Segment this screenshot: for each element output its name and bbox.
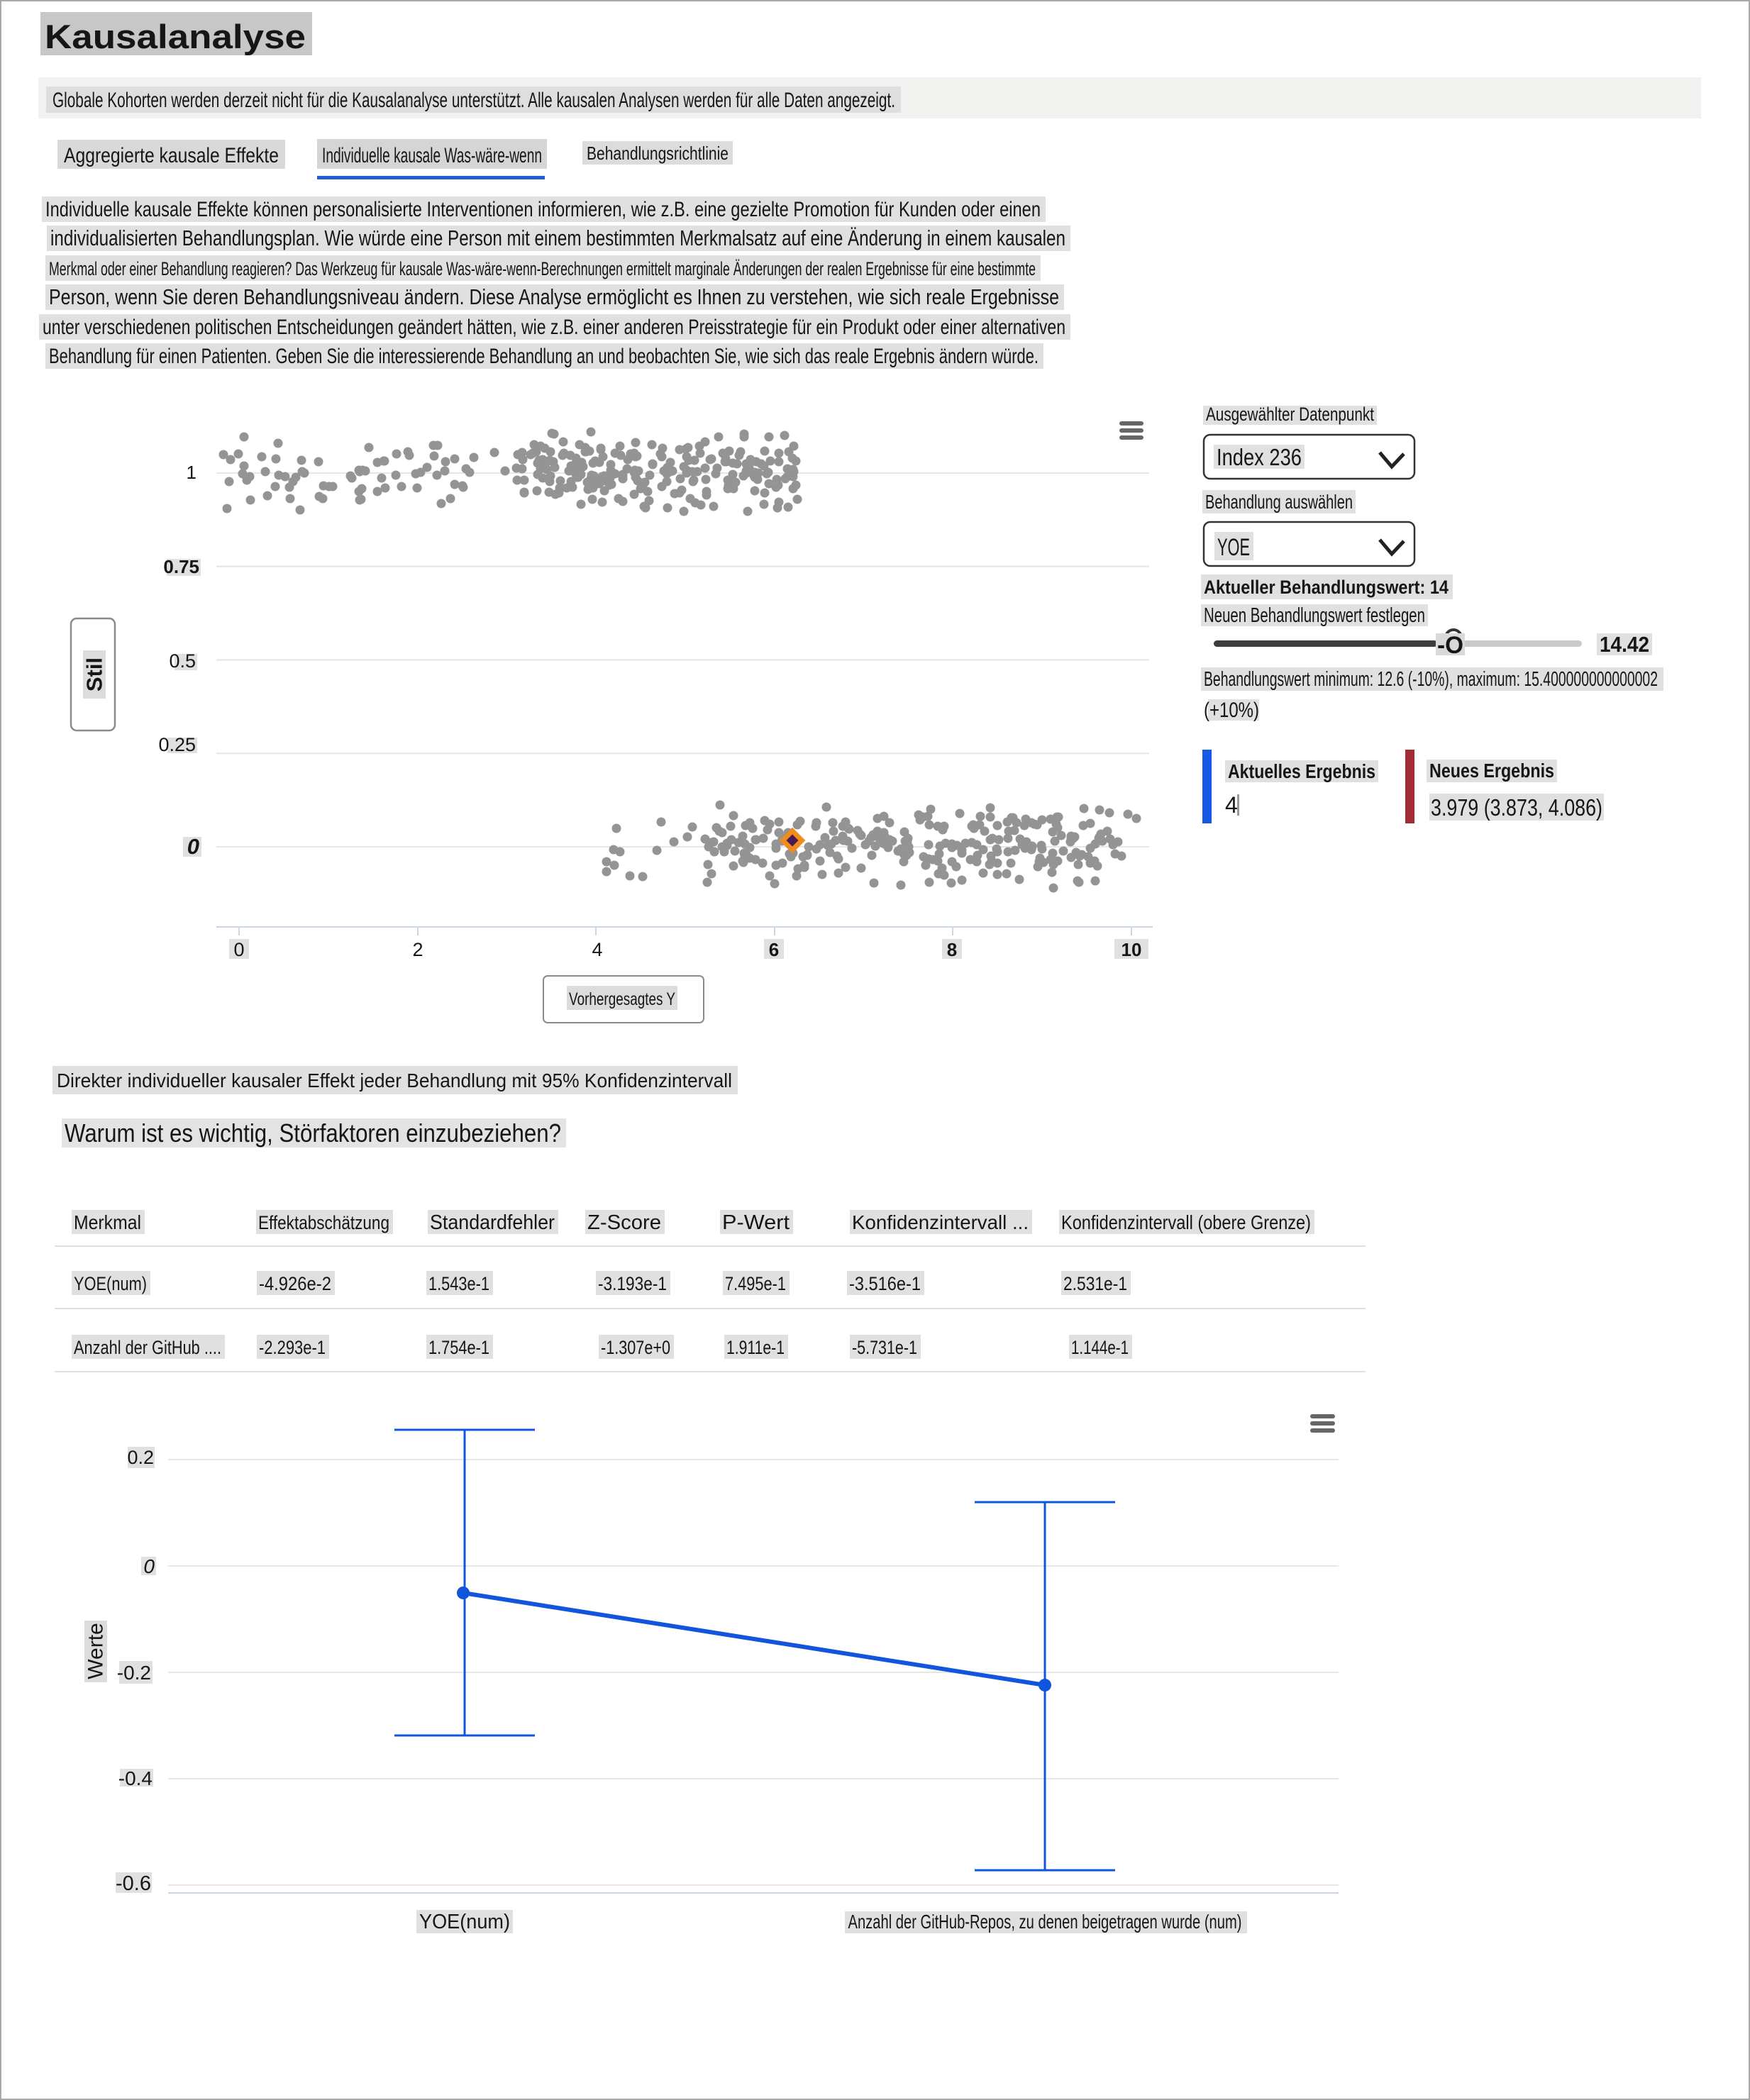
svg-text:Standardfehler: Standardfehler <box>430 1211 555 1234</box>
svg-text:-3.193e-1: -3.193e-1 <box>598 1273 667 1294</box>
svg-text:Neuen Behandlungswert festlege: Neuen Behandlungswert festlegen <box>1204 604 1425 627</box>
svg-text:Effektabschätzung: Effektabschätzung <box>258 1212 389 1233</box>
svg-text:Merkmal: Merkmal <box>74 1211 141 1233</box>
svg-text:0.25: 0.25 <box>158 734 196 755</box>
svg-text:Warum ist es wichtig, Störfakt: Warum ist es wichtig, Störfaktoren einzu… <box>65 1118 561 1148</box>
svg-text:Werte: Werte <box>84 1623 108 1679</box>
svg-text:7.495e-1: 7.495e-1 <box>725 1273 786 1294</box>
svg-text:0.2: 0.2 <box>127 1447 154 1468</box>
svg-text:-5.731e-1: -5.731e-1 <box>852 1337 917 1358</box>
svg-text:0: 0 <box>187 834 199 859</box>
svg-text:YOE: YOE <box>1217 534 1250 561</box>
svg-text:YOE(num): YOE(num) <box>74 1273 147 1294</box>
svg-text:-3.516e-1: -3.516e-1 <box>849 1273 921 1294</box>
svg-text:-2.293e-1: -2.293e-1 <box>259 1337 326 1358</box>
svg-text:3.979 (3.873, 4.086): 3.979 (3.873, 4.086) <box>1431 794 1602 821</box>
svg-text:0: 0 <box>233 939 244 960</box>
svg-text:8: 8 <box>947 939 957 960</box>
svg-text:6: 6 <box>769 939 779 960</box>
svg-text:Individuelle kausale Effekte k: Individuelle kausale Effekte können pers… <box>45 198 1041 221</box>
svg-text:Behandlung für einen Patienten: Behandlung für einen Patienten. Geben Si… <box>49 345 1039 368</box>
svg-text:Behandlungswert minimum: 12.6: Behandlungswert minimum: 12.6 (-10%), ma… <box>1204 668 1658 691</box>
svg-text:Anzahl der GitHub ....: Anzahl der GitHub .... <box>74 1337 221 1358</box>
svg-text:Vorhergesagtes Y: Vorhergesagtes Y <box>569 989 675 1009</box>
svg-text:-1.307e+0: -1.307e+0 <box>601 1337 670 1358</box>
svg-text:Z-Score: Z-Score <box>587 1211 661 1234</box>
svg-text:-0.6: -0.6 <box>116 1872 151 1895</box>
svg-text:Merkmal oder einer Behandlung: Merkmal oder einer Behandlung reagieren?… <box>49 258 1036 279</box>
svg-text:Stil: Stil <box>82 657 107 691</box>
svg-text:Behandlungsrichtlinie: Behandlungsrichtlinie <box>587 143 729 164</box>
svg-text:-4.926e-2: -4.926e-2 <box>259 1273 331 1294</box>
svg-text:Neues Ergebnis: Neues Ergebnis <box>1429 760 1554 782</box>
svg-text:-0.4: -0.4 <box>118 1767 153 1789</box>
svg-text:Anzahl der GitHub-Repos, zu de: Anzahl der GitHub-Repos, zu denen beiget… <box>848 1911 1242 1933</box>
svg-text:0: 0 <box>143 1555 155 1577</box>
svg-text:Individuelle kausale Was-wäre-: Individuelle kausale Was-wäre-wenn <box>322 144 542 167</box>
svg-text:Konfidenzintervall ...: Konfidenzintervall ... <box>852 1211 1029 1233</box>
svg-text:14.42: 14.42 <box>1600 632 1649 657</box>
svg-text:YOE(num): YOE(num) <box>419 1911 510 1933</box>
svg-text:2.531e-1: 2.531e-1 <box>1063 1273 1127 1294</box>
svg-text:1.754e-1: 1.754e-1 <box>428 1337 489 1358</box>
svg-text:Aggregierte kausale Effekte: Aggregierte kausale Effekte <box>64 144 279 167</box>
svg-text:-O: -O <box>1437 632 1463 659</box>
svg-text:2: 2 <box>412 939 423 960</box>
svg-text:1: 1 <box>187 462 196 483</box>
svg-text:0.75: 0.75 <box>163 556 199 577</box>
svg-text:Direkter individueller kausale: Direkter individueller kausaler Effekt j… <box>57 1070 732 1091</box>
svg-text:Kausalanalyse: Kausalanalyse <box>45 18 306 55</box>
svg-text:(+10%): (+10%) <box>1204 699 1259 722</box>
svg-text:Ausgewählter Datenpunkt: Ausgewählter Datenpunkt <box>1206 404 1374 425</box>
svg-text:Person, wenn Sie deren Behandl: Person, wenn Sie deren Behandlungsniveau… <box>49 284 1059 309</box>
svg-text:Aktueller Behandlungswert: 14: Aktueller Behandlungswert: 14 <box>1204 577 1449 598</box>
svg-text:unter verschiedenen politische: unter verschiedenen politischen Entschei… <box>43 316 1065 339</box>
svg-text:P-Wert: P-Wert <box>722 1211 790 1234</box>
svg-text:4: 4 <box>1225 792 1238 818</box>
svg-text:1.144e-1: 1.144e-1 <box>1071 1337 1129 1358</box>
svg-text:Konfidenzintervall (obere Gren: Konfidenzintervall (obere Grenze) <box>1061 1211 1311 1233</box>
svg-text:10: 10 <box>1122 939 1142 960</box>
svg-text:0.5: 0.5 <box>169 650 196 672</box>
svg-text:Behandlung auswählen: Behandlung auswählen <box>1205 491 1353 513</box>
svg-text:-0.2: -0.2 <box>117 1662 151 1684</box>
svg-text:Globale Kohorten werden derzei: Globale Kohorten werden derzeit nicht fü… <box>52 89 895 112</box>
svg-text:4: 4 <box>592 939 602 960</box>
svg-text:individualisierten Behandlungs: individualisierten Behandlungsplan. Wie … <box>50 226 1065 250</box>
svg-text:Aktuelles Ergebnis: Aktuelles Ergebnis <box>1228 760 1375 782</box>
svg-text:1.911e-1: 1.911e-1 <box>726 1337 785 1358</box>
svg-text:Index 236: Index 236 <box>1217 444 1302 470</box>
svg-text:1.543e-1: 1.543e-1 <box>428 1273 489 1294</box>
